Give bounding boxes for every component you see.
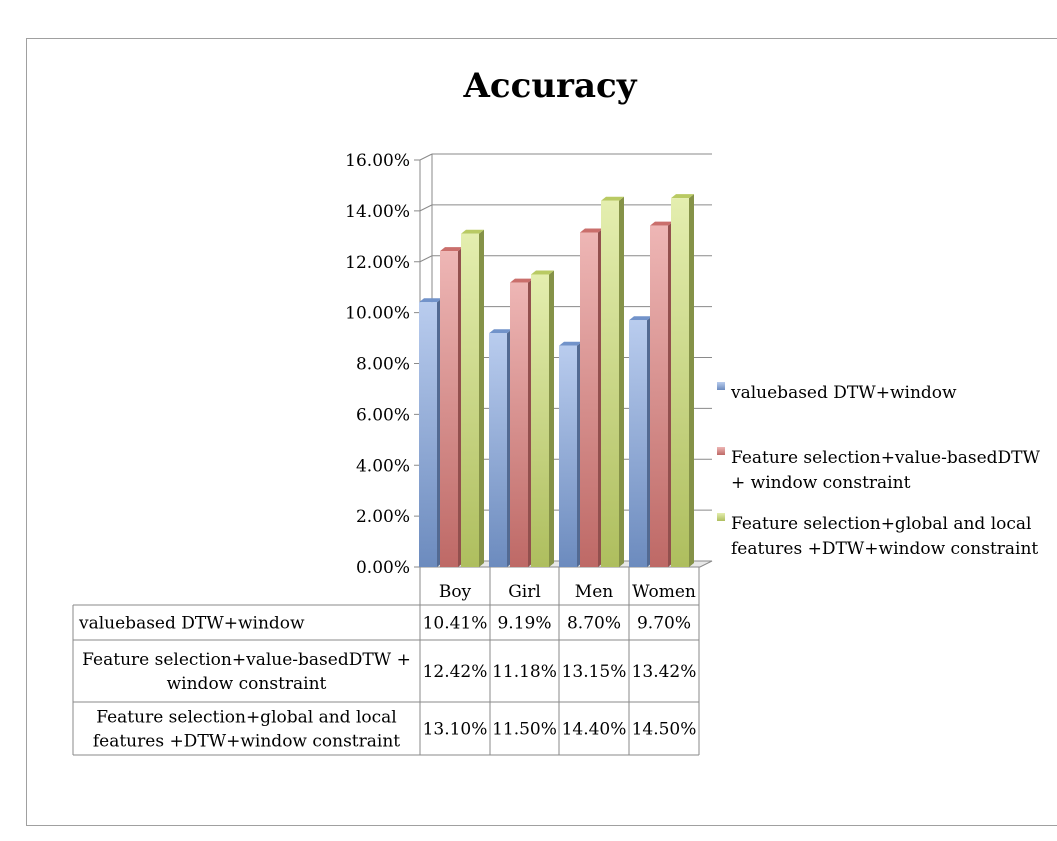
y-tick-label: 0.00% [356, 558, 410, 578]
bar [531, 270, 554, 567]
y-tick-label: 14.00% [345, 202, 410, 222]
bar-front [489, 333, 507, 567]
data-table: Boy Girl Men Women valuebased DTW+window 10.4… [72, 567, 700, 756]
y-tick-label: 16.00% [345, 151, 410, 171]
data-label: 9.19% [497, 614, 551, 634]
bar-front [419, 302, 437, 567]
bar-top [601, 196, 624, 201]
legend-swatch [717, 382, 725, 390]
bar-front [650, 225, 668, 567]
table-row-label: window constraint [167, 674, 327, 694]
data-label: 13.15% [562, 662, 627, 682]
y-axis: 0.00% 2.00% 4.00% 6.00% 8.00% 10.00% 12.00% 14.… [345, 151, 421, 578]
gridline-slant [419, 153, 433, 161]
x-tick-label: Boy [439, 582, 472, 602]
bar-top [510, 278, 533, 283]
bar [601, 196, 624, 567]
data-label: 9.70% [637, 614, 691, 634]
y-tick-label: 6.00% [356, 405, 410, 425]
bar-front [461, 233, 479, 568]
bar-top [461, 229, 484, 234]
table-row: Feature selection+value-basedDTW + window… [82, 650, 696, 694]
bar [419, 298, 442, 567]
x-tick-label: Women [632, 582, 696, 602]
bars [419, 194, 694, 568]
legend-label: valuebased DTW+window [730, 383, 957, 403]
bar-side [479, 229, 484, 568]
data-label: 11.50% [492, 720, 557, 740]
data-label: 11.18% [492, 662, 557, 682]
bar [559, 341, 582, 567]
table-row: valuebased DTW+window 10.41% 9.19% 8.70% 9.7… [78, 614, 691, 634]
bar-top [419, 298, 442, 303]
table-row-label: Feature selection+value-basedDTW + [82, 650, 411, 670]
data-label: 13.42% [632, 662, 697, 682]
data-label: 13.10% [423, 720, 488, 740]
bar-front [510, 282, 528, 567]
gridline-slant [419, 255, 433, 263]
bar-front [531, 274, 549, 567]
bar-front [440, 251, 458, 567]
bar [629, 316, 652, 567]
bar-side [549, 270, 554, 567]
y-tick-label: 8.00% [356, 355, 410, 375]
data-label: 14.40% [562, 720, 627, 740]
bar-top [629, 316, 652, 321]
table-row-label: valuebased DTW+window [78, 614, 305, 634]
bar [580, 228, 603, 567]
table-row: Feature selection+global and local featur… [93, 708, 697, 752]
bar-top [531, 270, 554, 275]
y-tick-label: 4.00% [356, 456, 410, 476]
bar-front [671, 198, 689, 567]
bar-side [619, 196, 624, 567]
bar-front [580, 232, 598, 567]
bar-side [689, 194, 694, 567]
table-row-label: features +DTW+window constraint [93, 732, 400, 752]
legend-label: Feature selection+value-basedDTW [731, 448, 1041, 468]
legend-swatch [717, 447, 725, 455]
bar [510, 278, 533, 567]
bar-top [489, 329, 512, 334]
chart-frame [26, 38, 1057, 826]
y-tick-label: 10.00% [345, 304, 410, 324]
data-label: 14.50% [632, 720, 697, 740]
bar [461, 229, 484, 568]
bar [671, 194, 694, 567]
legend-entry: Feature selection+value-basedDTW + window… [717, 447, 1041, 493]
legend: valuebased DTW+window Feature selection+v… [717, 382, 1041, 559]
data-label: 10.41% [423, 614, 488, 634]
gridline-slant [419, 204, 433, 212]
data-label: 12.42% [423, 662, 488, 682]
legend-label: + window constraint [731, 473, 911, 493]
bar-top [559, 341, 582, 346]
y-tick-label: 2.00% [356, 507, 410, 527]
legend-label: Feature selection+global and local [731, 514, 1031, 534]
bar-front [559, 345, 577, 567]
legend-swatch [717, 513, 725, 521]
x-tick-label: Men [575, 582, 613, 602]
bar [440, 247, 463, 567]
bar [650, 221, 673, 567]
bar-top [440, 247, 463, 252]
legend-label: features +DTW+window constraint [731, 539, 1038, 559]
bar-top [671, 194, 694, 199]
data-label: 8.70% [567, 614, 621, 634]
y-tick-label: 12.00% [345, 253, 410, 273]
bar-front [629, 320, 647, 567]
bar-front [601, 200, 619, 567]
x-tick-label: Girl [508, 582, 541, 602]
legend-entry: Feature selection+global and local featur… [717, 513, 1038, 559]
table-row-label: Feature selection+global and local [96, 708, 396, 728]
bar-top [650, 221, 673, 226]
chart-title: Accuracy [463, 66, 638, 106]
legend-entry: valuebased DTW+window [717, 382, 957, 403]
bar-top [580, 228, 603, 233]
bar [489, 329, 512, 567]
